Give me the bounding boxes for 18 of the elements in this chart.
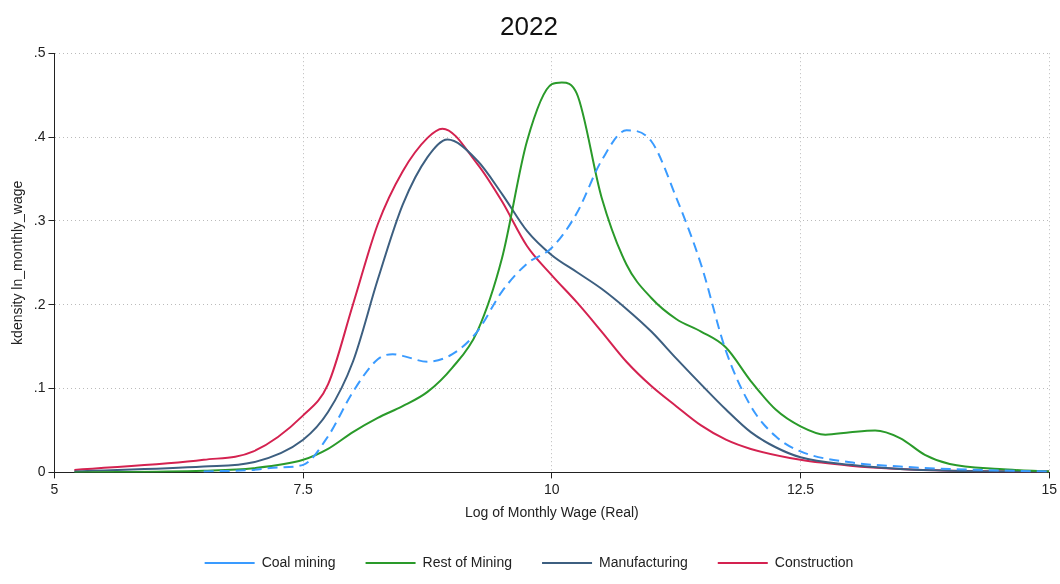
chart-title: 2022	[500, 10, 558, 41]
y-tick-label: .5	[33, 44, 46, 61]
x-axis-title: Log of Monthly Wage (Real)	[464, 504, 639, 521]
x-tick-label: 7.5	[293, 480, 314, 497]
legend-label: Construction	[774, 553, 854, 570]
y-tick-label: .2	[33, 295, 46, 312]
legend-label: Manufacturing	[599, 553, 688, 570]
legend-label: Rest of Mining	[422, 553, 513, 570]
y-tick-label: .1	[33, 379, 46, 396]
y-tick-label: 0	[37, 463, 46, 480]
legend-label: Coal mining	[261, 553, 336, 570]
x-tick-label: 15	[1041, 480, 1058, 497]
x-tick-label: 5	[50, 480, 59, 497]
y-tick-label: .3	[33, 211, 46, 228]
y-axis-title: kdensity ln_monthly_wage	[9, 180, 26, 345]
x-tick-label: 12.5	[786, 480, 815, 497]
x-tick-label: 10	[544, 480, 560, 497]
y-tick-label: .4	[33, 127, 46, 144]
